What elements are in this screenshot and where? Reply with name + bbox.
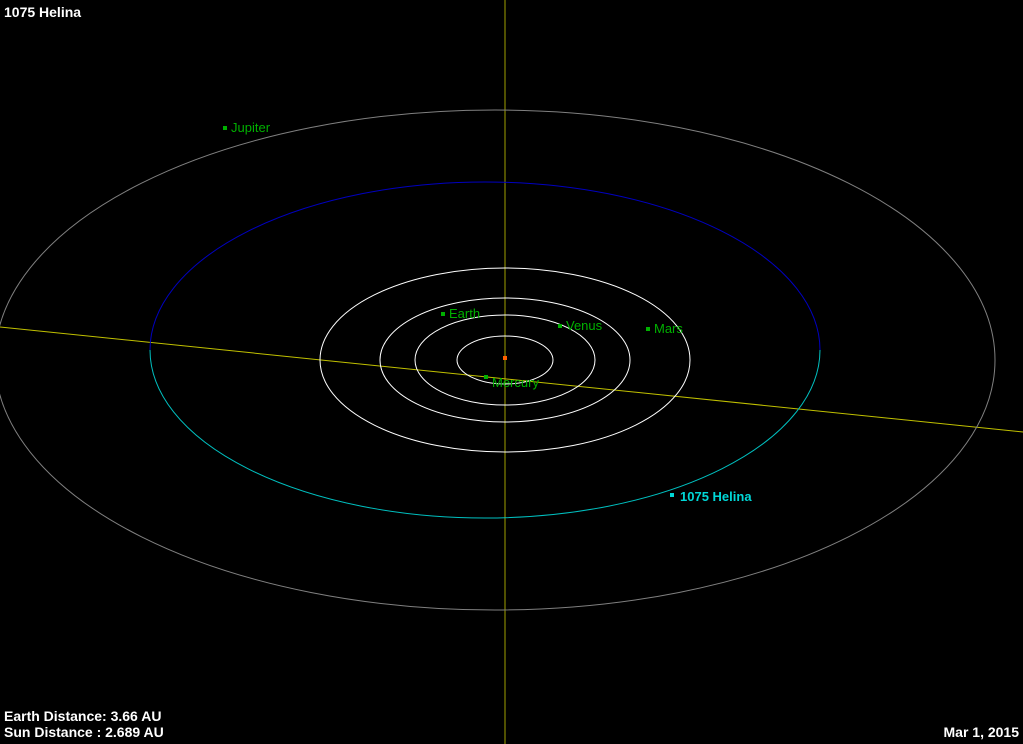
- date-label: Mar 1, 2015: [944, 724, 1020, 740]
- jupiter-marker: [223, 126, 227, 130]
- sun-marker: [503, 356, 507, 360]
- jupiter-orbit: [0, 110, 995, 610]
- mars-marker: [646, 327, 650, 331]
- helina-orbit-below: [150, 182, 820, 350]
- mars-label: Mars: [654, 321, 683, 336]
- earth-label: Earth: [449, 306, 480, 321]
- jupiter-label: Jupiter: [231, 120, 270, 135]
- object-title: 1075 Helina: [4, 4, 81, 20]
- earth-distance: Earth Distance: 3.66 AU: [4, 708, 161, 724]
- venus-marker: [558, 324, 562, 328]
- helina-marker: [670, 493, 674, 497]
- mercury-label: Mercury: [492, 375, 539, 390]
- helina-label: 1075 Helina: [680, 489, 752, 504]
- sun-distance: Sun Distance : 2.689 AU: [4, 724, 164, 740]
- mercury-marker: [484, 375, 488, 379]
- venus-label: Venus: [566, 318, 602, 333]
- orbit-diagram: [0, 0, 1023, 744]
- earth-marker: [441, 312, 445, 316]
